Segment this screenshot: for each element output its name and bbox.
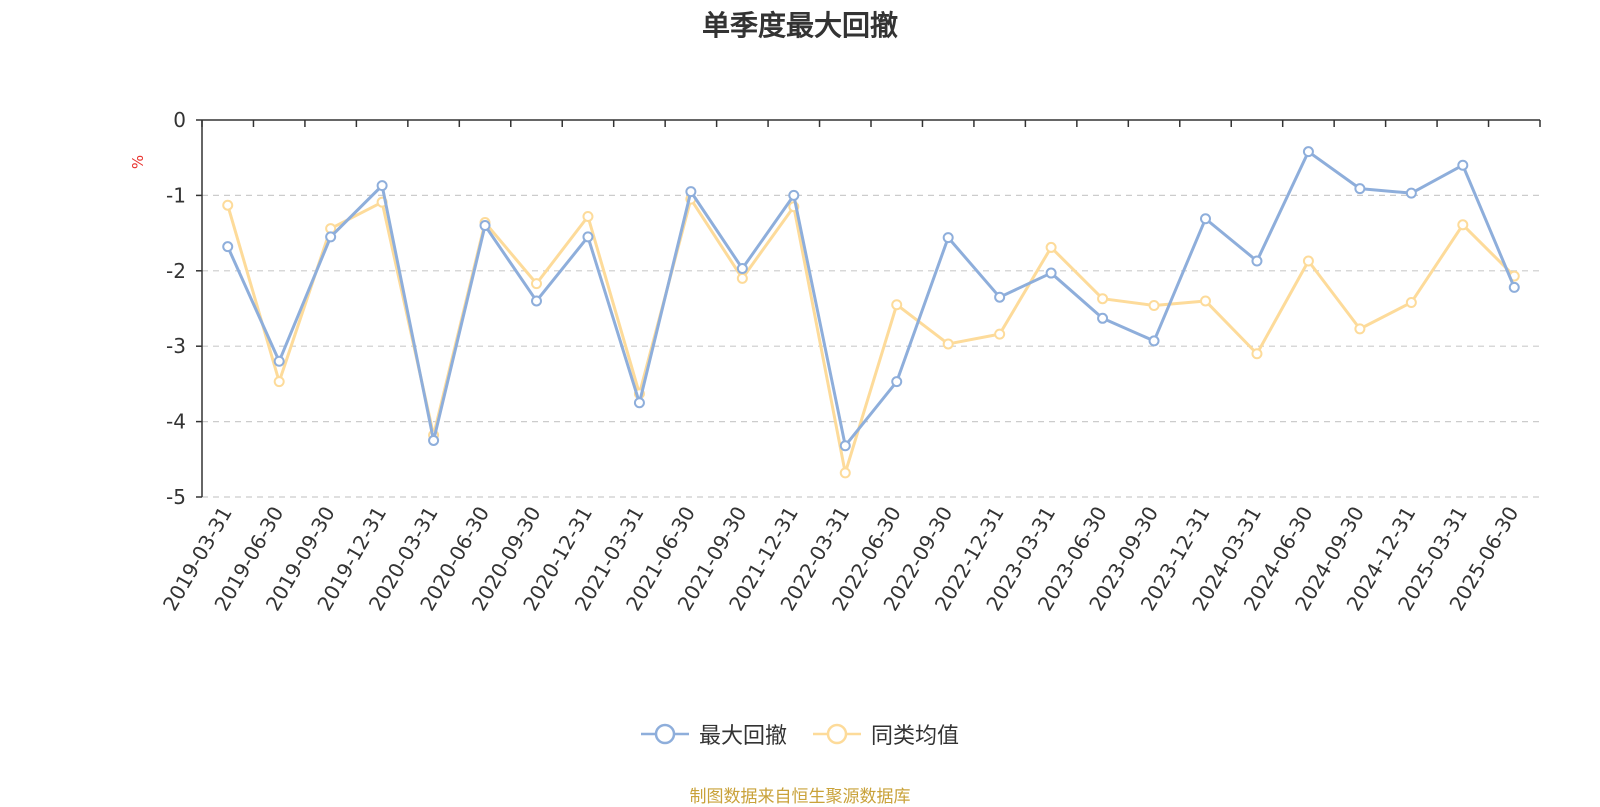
data-point-series-1 [582, 231, 594, 243]
data-point-series-1 [788, 189, 800, 201]
series-line-2 [226, 197, 1516, 475]
data-point-series-1 [325, 231, 337, 243]
data-point-series-1 [1148, 335, 1160, 347]
data-point-series-2 [1354, 323, 1366, 335]
y-axis-unit-label: % [129, 155, 147, 169]
data-point-series-2 [1148, 299, 1160, 311]
data-point-series-1 [736, 263, 748, 275]
data-point-series-2 [531, 278, 542, 290]
data-point-series-1 [428, 434, 440, 446]
legend: 最大回撤 同类均值 [0, 718, 1600, 750]
y-tick-label: -1 [166, 183, 186, 207]
data-point-series-2 [1302, 255, 1314, 267]
legend-item-series-2[interactable]: 同类均值 [813, 718, 959, 750]
data-point-series-1 [839, 440, 851, 452]
y-tick-label: -2 [166, 259, 186, 283]
data-point-series-1 [1354, 183, 1366, 195]
data-point-series-1 [531, 295, 542, 307]
data-point-series-2 [222, 199, 234, 211]
data-point-series-2 [1097, 293, 1109, 305]
data-point-series-2 [582, 211, 594, 223]
data-point-series-1 [942, 232, 954, 244]
y-tick-label: -4 [166, 410, 186, 434]
y-tick-label: 0 [173, 108, 186, 132]
data-point-series-2 [942, 338, 954, 350]
data-point-series-1 [633, 397, 645, 409]
legend-swatch-series-2 [813, 723, 861, 745]
data-point-series-1 [1251, 255, 1263, 267]
legend-swatch-series-1 [640, 723, 689, 745]
legend-item-series-1[interactable]: 最大回撤 [640, 718, 787, 750]
source-note: 制图数据来自恒生聚源数据库 [689, 787, 911, 807]
data-point-series-1 [1405, 187, 1417, 199]
data-point-series-1 [1302, 146, 1314, 158]
data-point-series-1 [994, 291, 1006, 303]
data-point-series-1 [1457, 159, 1469, 171]
data-point-series-2 [1457, 219, 1469, 231]
data-point-series-1 [891, 376, 903, 388]
data-point-series-2 [273, 376, 285, 388]
data-point-series-1 [1097, 312, 1109, 324]
data-point-series-2 [1045, 241, 1057, 253]
data-point-series-1 [222, 241, 234, 253]
legend-label-series-2: 同类均值 [871, 724, 960, 749]
data-point-series-1 [1508, 281, 1520, 293]
data-point-series-1 [273, 355, 285, 367]
data-point-series-1 [1045, 267, 1057, 279]
chart-title: 单季度最大回撤 [701, 9, 898, 42]
y-tick-label: -5 [166, 485, 186, 509]
data-point-series-1 [479, 220, 491, 232]
series-line-1 [226, 150, 1516, 448]
data-point-series-2 [1251, 348, 1263, 360]
data-point-series-2 [994, 328, 1006, 340]
data-point-series-2 [736, 272, 748, 284]
data-point-series-1 [685, 186, 697, 198]
legend-label-series-1: 最大回撤 [698, 724, 787, 749]
data-point-series-2 [1200, 295, 1211, 307]
data-point-series-1 [376, 180, 388, 192]
data-point-series-2 [1405, 296, 1417, 308]
data-point-series-2 [891, 299, 903, 311]
y-tick-label: -3 [166, 334, 186, 358]
data-point-series-2 [839, 467, 851, 479]
data-point-series-1 [1200, 213, 1211, 225]
